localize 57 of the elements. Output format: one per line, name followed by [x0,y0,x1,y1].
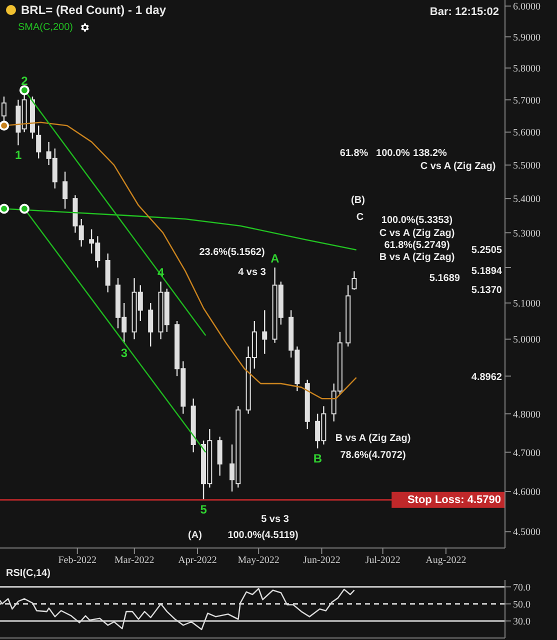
annotation: (B) [351,194,365,206]
annotation: 2 [21,74,28,88]
annotation: B vs A (Zig Zag) [379,252,455,262]
y-tick-label: 50.0 [513,599,530,610]
y-tick-label: 4.5000 [513,527,540,538]
y-tick-label: 4.6000 [513,487,540,498]
y-tick-label: 5.8000 [513,64,540,75]
annotation: 100.0%(4.5119) [228,530,298,540]
annotation: 4 vs 3 [238,266,266,278]
y-tick-label: 5.4000 [513,194,540,206]
annotation: 5.1370 [471,284,502,296]
annotation: B vs A (Zig Zag) [335,432,411,444]
y-tick-label: 70.0 [513,582,530,594]
y-tick-label: 5.3000 [513,228,540,240]
annotation: C vs A (Zig Zag) [420,160,496,172]
x-tick-label: Mar-2022 [114,555,154,566]
annotation: 61.8%(5.2749) [384,240,450,250]
annotation: 61.8% [340,148,368,158]
annotation: (A) [188,530,202,540]
y-tick-label: 30.0 [513,616,530,628]
x-tick-label: Feb-2022 [58,555,97,566]
annotation: Bar: 12:15:02 [430,6,499,18]
x-tick-label: Jun-2022 [303,555,340,566]
annotation: 5.1689 [429,272,460,284]
chart-title: BRL= (Red Count) - 1 day [21,3,166,17]
y-tick-label: 5.9000 [513,32,540,44]
annotation: C [356,212,364,222]
y-tick-label: 5.6000 [513,128,540,139]
annotation: 5 [200,502,208,516]
y-tick-label: 5.5000 [513,160,540,172]
text: SMA(C,200) [18,22,74,33]
annotation: 5.1894 [471,266,502,276]
annotation: 5 vs 3 [261,514,290,524]
x-tick-label: Jul-2022 [365,555,400,566]
y-tick-label: 6.0000 [513,2,540,13]
y-tick-label: 5.0000 [513,334,540,346]
x-tick-label: Aug-2022 [426,555,466,566]
annotation: 23.6%(5.1562) [199,246,265,258]
y-tick-label: 5.7000 [513,95,540,106]
annotation: 100.0% [376,148,410,158]
x-tick-label: May-2022 [238,555,280,566]
annotation: B [313,451,322,466]
annotation: 5.2505 [471,244,502,256]
annotation: 3 [120,346,128,360]
annotation: 4.8962 [471,372,502,382]
annotation: 100.0%(5.3353) [381,214,453,226]
annotation: 1 [14,148,22,162]
annotation: 78.6%(4.7072) [340,450,406,460]
y-tick-label: 5.1000 [513,298,540,310]
annotation: A [270,252,280,266]
annotation: C vs A (Zig Zag) [379,228,455,238]
x-tick-label: Apr-2022 [178,555,217,566]
ref-line-label: Stop Loss: 4.5790 [407,494,501,506]
y-tick-label: 4.8000 [513,409,540,420]
chart-title: RSI(C,14) [6,568,50,580]
annotation: 138.2% [413,148,448,158]
y-tick-label: 4.7000 [513,448,540,459]
